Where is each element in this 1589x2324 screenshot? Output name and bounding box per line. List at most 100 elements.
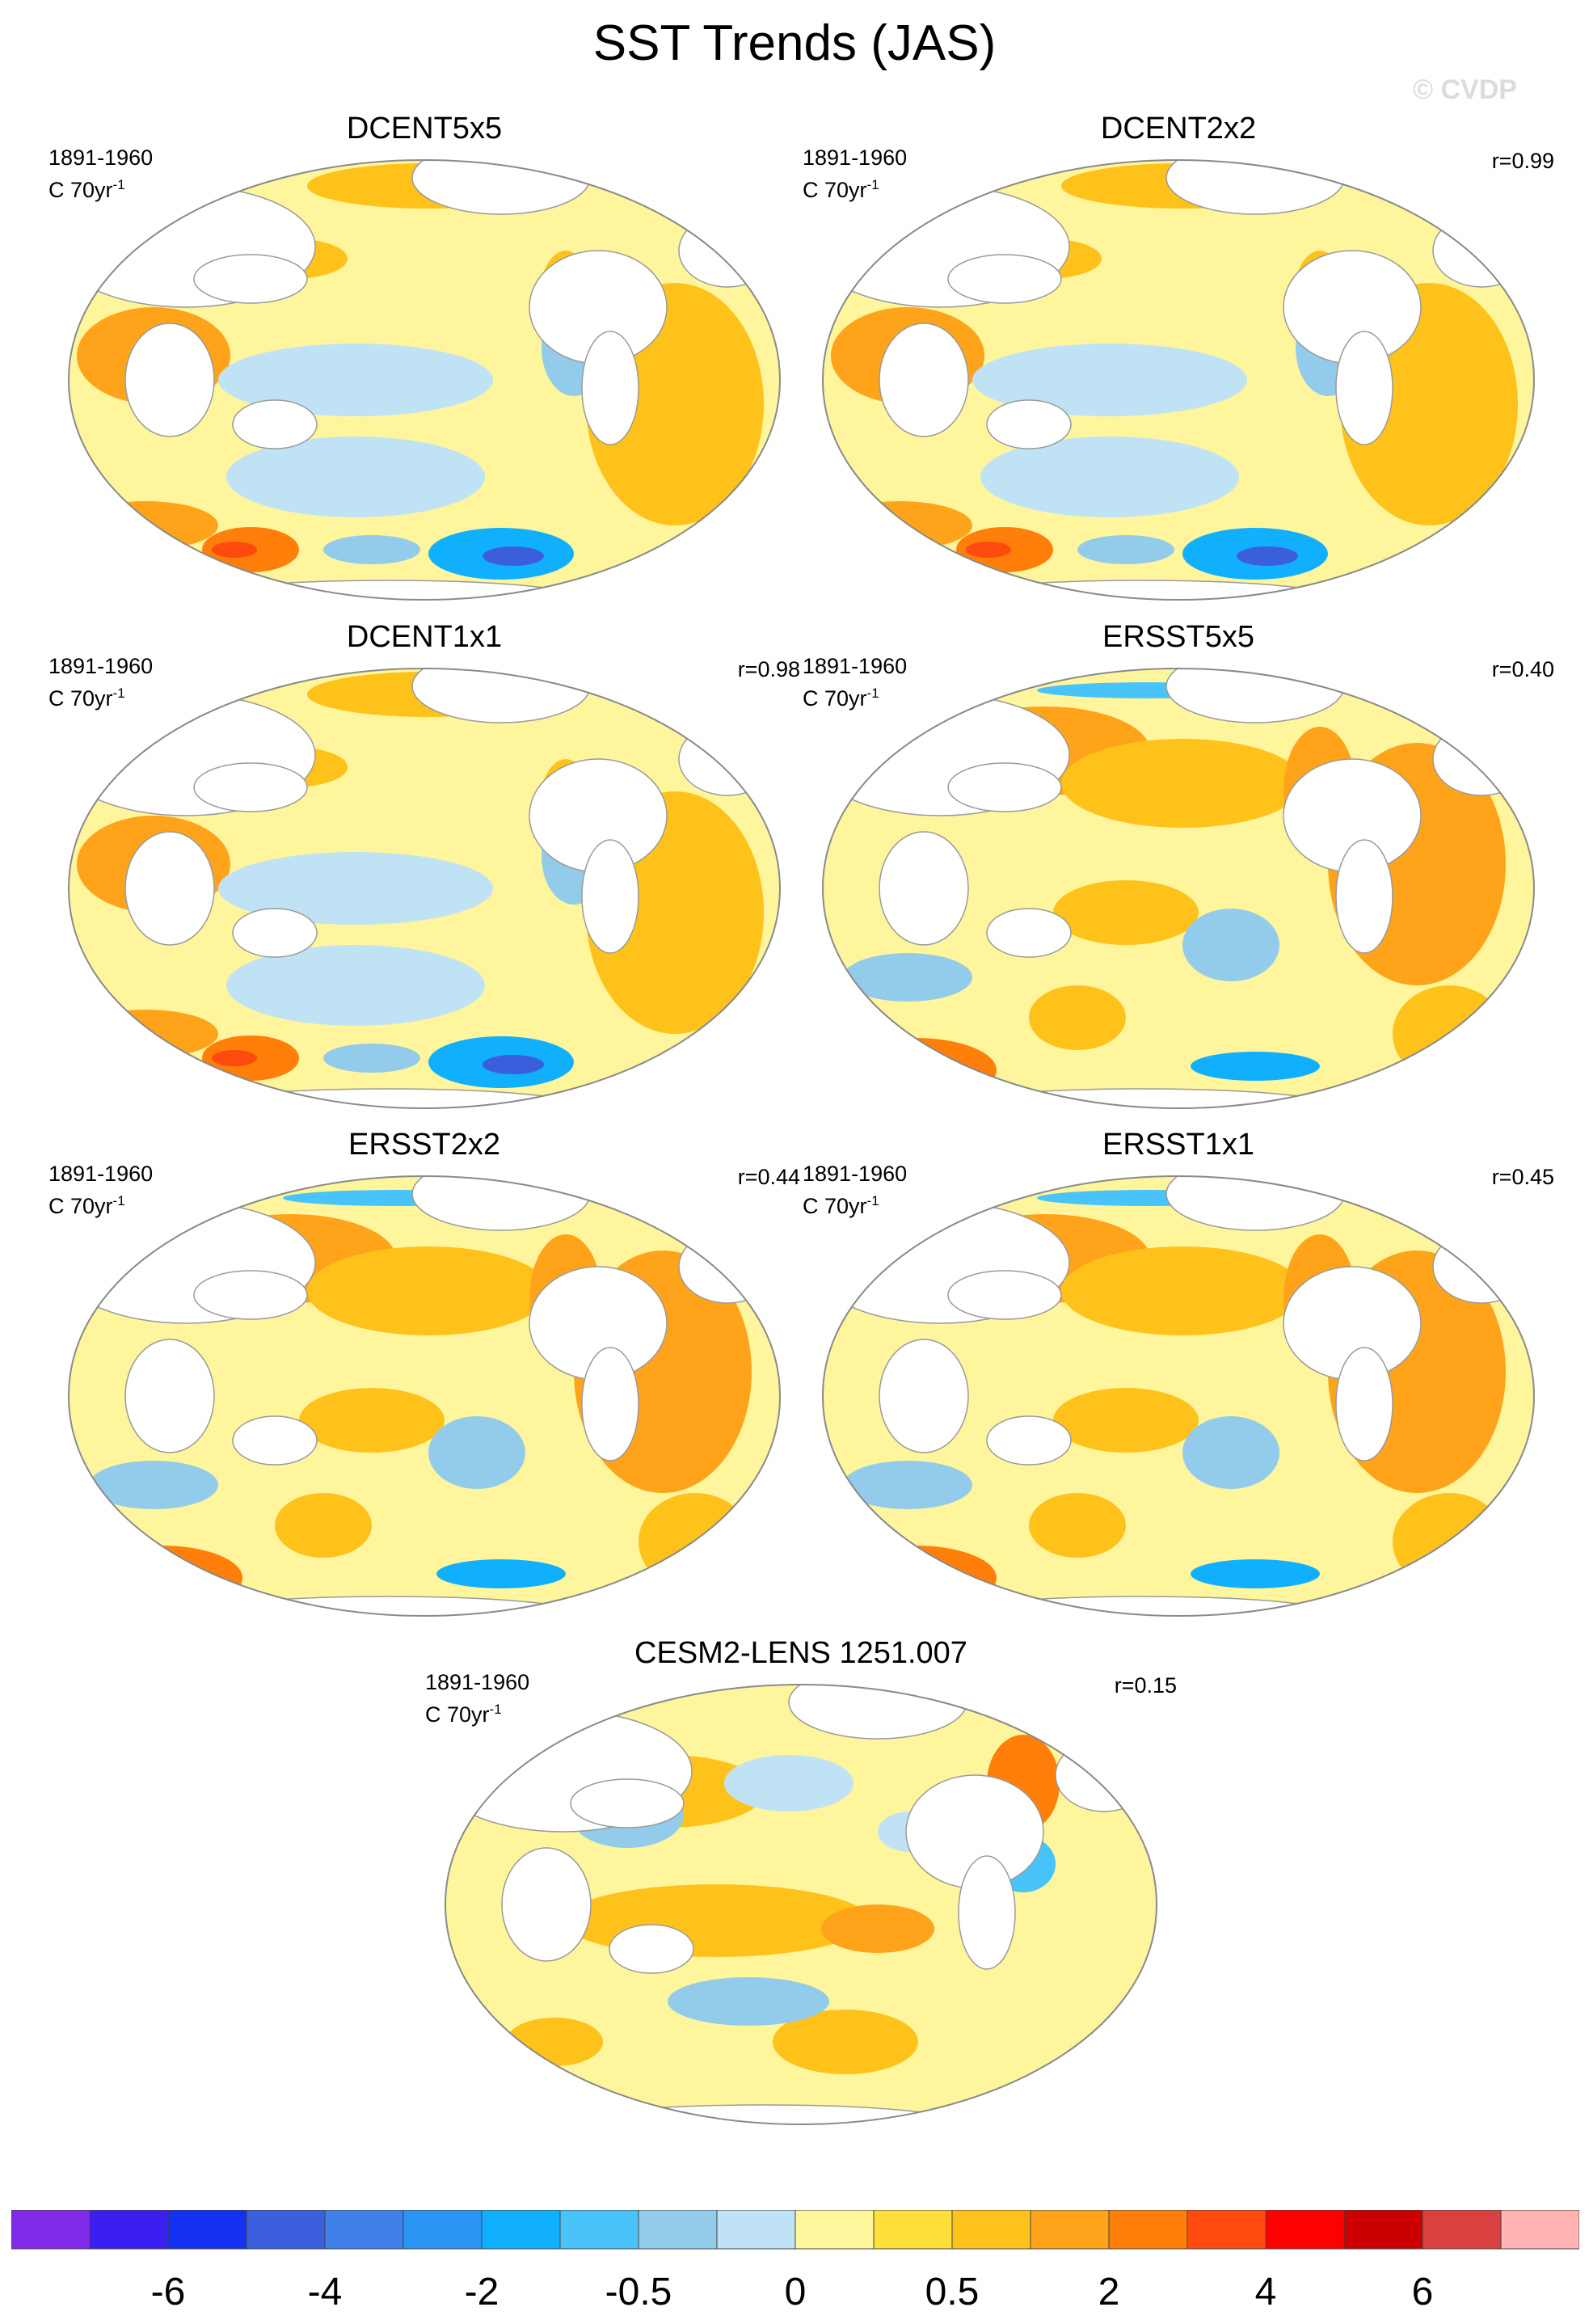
- colorbar-swatch: [1422, 2210, 1502, 2250]
- landmass: [1432, 1229, 1531, 1304]
- colorbar-swatch: [794, 2210, 875, 2250]
- colorbar-swatch: [1343, 2210, 1423, 2250]
- landmass: [1165, 1176, 1345, 1231]
- trend-region: [81, 1546, 242, 1610]
- panel-title: DCENT5x5: [346, 112, 503, 146]
- colorbar-tick-label: 2: [1098, 2271, 1120, 2313]
- trend-region: [299, 1388, 445, 1453]
- map-outline: [67, 1175, 782, 1618]
- panel-ersst1x1: ERSST1x1 1891-1960 C 70yr-1 r=0.45: [803, 1128, 1554, 1629]
- trend-map: [821, 158, 1536, 601]
- colorbar-swatch: [951, 2210, 1031, 2250]
- landmass: [678, 1229, 777, 1304]
- trend-region: [1053, 1388, 1199, 1453]
- trend-field: [823, 160, 1531, 600]
- landmass: [947, 254, 1062, 304]
- colorbar-swatch: [1500, 2210, 1579, 2250]
- trend-region: [773, 2010, 918, 2074]
- panel-title: CESM2-LENS 1251.007: [634, 1636, 967, 1670]
- panel-dcent5x5: DCENT5x5 1891-1960 C 70yr-1: [48, 112, 800, 613]
- landmass: [124, 323, 215, 437]
- landmass: [947, 1270, 1062, 1320]
- landmass: [193, 762, 308, 812]
- landmass: [124, 831, 215, 946]
- trend-region: [436, 1559, 566, 1588]
- trend-region: [1393, 1493, 1506, 1590]
- landmass: [1055, 1738, 1153, 1812]
- trend-region: [89, 1461, 218, 1509]
- landmass: [788, 1685, 967, 1740]
- colorbar-tick-label: -2: [464, 2271, 499, 2313]
- landmass: [986, 908, 1072, 958]
- trend-region: [1393, 985, 1506, 1082]
- landmass: [570, 2104, 959, 2124]
- trend-map: [67, 158, 782, 601]
- trend-region: [1237, 546, 1298, 566]
- colorbar-swatch: [89, 2210, 169, 2250]
- landmass: [193, 580, 583, 600]
- trend-region: [835, 1038, 997, 1103]
- map-outline: [444, 1683, 1158, 2126]
- landmass: [193, 1270, 308, 1320]
- trend-region: [1053, 880, 1199, 945]
- trend-region: [226, 945, 485, 1026]
- trend-field: [69, 669, 777, 1108]
- landmass: [986, 399, 1072, 449]
- trend-region: [827, 501, 972, 550]
- figure-title: SST Trends (JAS): [592, 15, 997, 71]
- correlation-label: r=0.45: [1491, 1165, 1554, 1189]
- trend-map: [821, 1175, 1536, 1618]
- landmass: [879, 831, 969, 946]
- trend-region: [980, 437, 1239, 517]
- colorbar-tick-label: 0: [784, 2271, 807, 2313]
- colorbar-tick-label: 4: [1254, 2271, 1277, 2313]
- period-label: 1891-1960: [48, 146, 154, 170]
- trend-region: [724, 1755, 854, 1812]
- trend-region: [1182, 909, 1279, 981]
- landmass: [958, 1855, 1016, 1970]
- period-label: 1891-1960: [803, 654, 908, 678]
- trend-region: [843, 953, 972, 1002]
- trend-region: [428, 1416, 525, 1489]
- trend-map: [67, 1175, 782, 1618]
- trend-region: [73, 501, 218, 550]
- colorbar-swatch: [1186, 2210, 1267, 2250]
- trend-region: [1061, 739, 1304, 828]
- map-outline: [67, 158, 782, 601]
- panel-cesm2-lens: CESM2-LENS 1251.007 1891-1960 C 70yr-1 r…: [425, 1636, 1177, 2137]
- colorbar-tick-label: -4: [307, 2271, 343, 2313]
- trend-region: [1029, 985, 1126, 1050]
- trend-map: [821, 667, 1536, 1110]
- colorbar-tick-label: 0.5: [925, 2271, 980, 2313]
- trend-region: [218, 852, 493, 925]
- colorbar-swatch: [559, 2210, 639, 2250]
- trend-region: [483, 546, 544, 566]
- period-label: 1891-1960: [48, 654, 154, 678]
- colorbar-swatch: [11, 2210, 91, 2250]
- landmass: [1165, 160, 1345, 215]
- period-label: 1891-1960: [803, 1162, 908, 1186]
- correlation-label: r=0.40: [1491, 657, 1554, 681]
- landmass: [947, 580, 1337, 600]
- landmass: [678, 722, 777, 796]
- map-outline: [67, 667, 782, 1110]
- trend-field: [823, 669, 1531, 1108]
- map-outline: [821, 1175, 1536, 1618]
- panel-dcent2x2: DCENT2x2 1891-1960 C 70yr-1 r=0.99: [803, 112, 1554, 613]
- units-label: C 70yr-1: [803, 1193, 879, 1218]
- landmass: [1335, 839, 1393, 954]
- map-outline: [821, 158, 1536, 601]
- landmass: [411, 1176, 591, 1231]
- landmass: [947, 1088, 1337, 1108]
- landmass: [986, 1415, 1072, 1466]
- correlation-label: r=0.15: [1114, 1673, 1177, 1698]
- landmass: [879, 1339, 969, 1453]
- period-label: 1891-1960: [425, 1670, 530, 1694]
- trend-map: [444, 1683, 1158, 2126]
- landmass: [581, 839, 639, 954]
- panel-title: DCENT1x1: [346, 620, 503, 654]
- landmass: [124, 1339, 215, 1453]
- colorbar: [11, 2210, 1579, 2250]
- landmass: [411, 160, 591, 215]
- colorbar-swatch: [481, 2210, 561, 2250]
